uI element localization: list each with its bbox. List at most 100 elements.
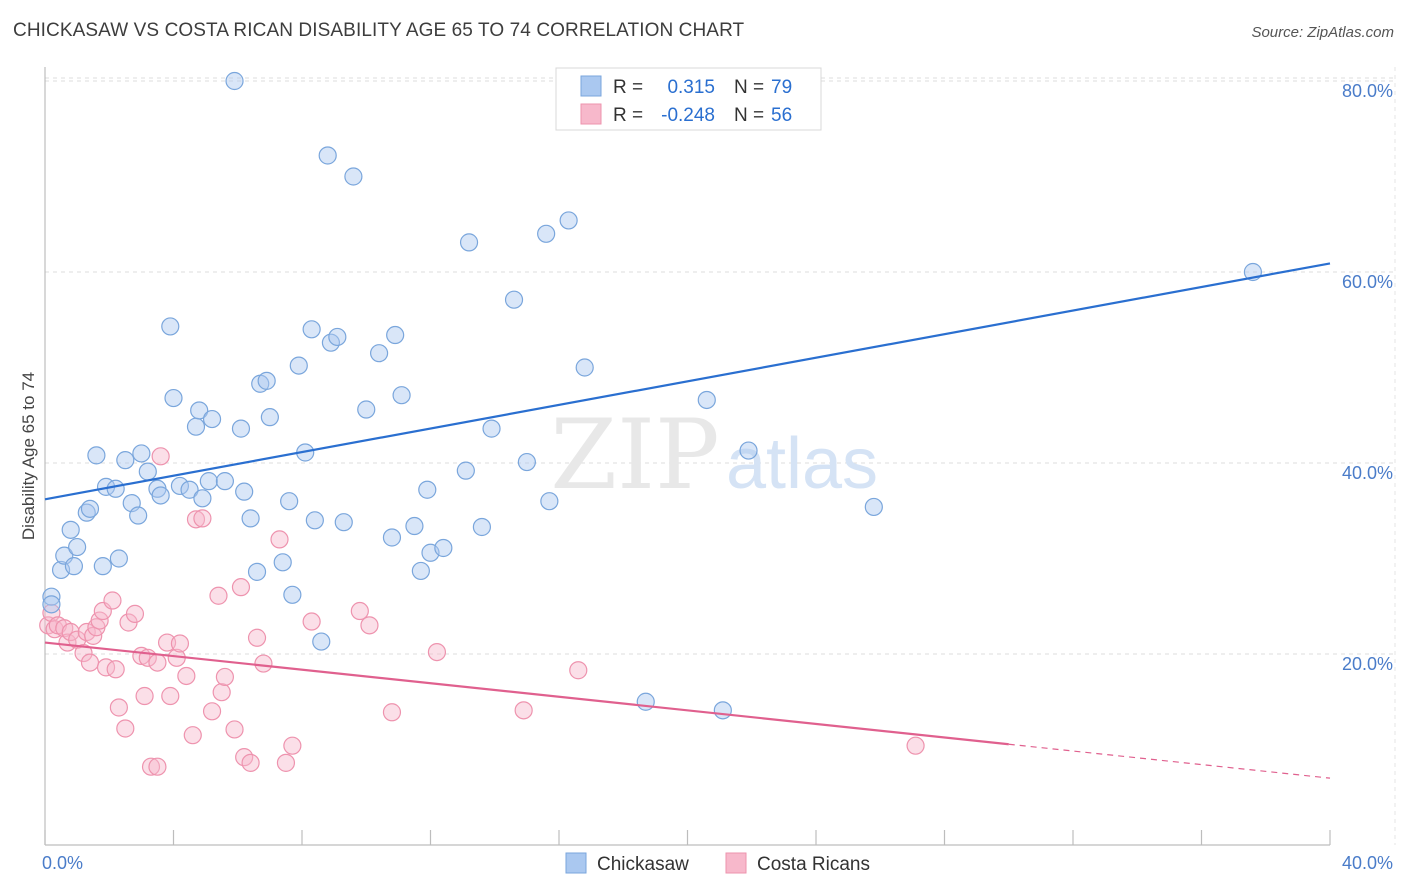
costa-ricans-point-13 (90, 611, 109, 630)
legend-r-label-1: R = (613, 77, 643, 98)
chickasaw-point-37 (257, 371, 276, 390)
chickasaw-point-56 (392, 386, 411, 405)
costa-ricans-trend-line (44, 641, 1009, 746)
y-tick-label-0: 20.0% (1342, 654, 1393, 674)
chickasaw-point-52 (357, 400, 376, 419)
chickasaw-point-46 (312, 632, 331, 651)
chickasaw-point-70 (559, 211, 578, 230)
y-tick-label-2: 60.0% (1342, 272, 1393, 292)
chickasaw-point-51 (344, 167, 363, 186)
chickasaw-point-22 (164, 388, 183, 408)
chickasaw-point-66 (504, 290, 524, 309)
y-tick-label-1: 40.0% (1342, 463, 1393, 483)
costa-ricans-trend-line-dashed (1008, 743, 1331, 779)
costa-ricans-point-48 (276, 753, 296, 772)
bottom-legend-swatch-chickasaw (565, 852, 587, 874)
chickasaw-point-57 (405, 516, 424, 536)
costa-ricans-point-29 (157, 633, 177, 652)
costa-ricans-point-37 (202, 702, 222, 721)
source-note: Source: ZipAtlas.com (1251, 24, 1394, 41)
legend-n-value-1: 79 (771, 77, 792, 98)
costa-ricans-point-36 (193, 509, 212, 528)
costa-ricans-point-42 (231, 578, 251, 597)
legend-r-label-2: R = (613, 105, 643, 126)
chickasaw-point-33 (235, 482, 254, 501)
legend-swatch-costa-ricans (580, 103, 602, 125)
costa-ricans-point-53 (382, 703, 402, 722)
correlation-legend: R = 0.315 N = 79 R = -0.248 N = 56 (555, 67, 822, 131)
chickasaw-point-68 (537, 224, 556, 243)
costa-ricans-point-19 (116, 719, 135, 738)
chickasaw-point-26 (190, 401, 209, 420)
legend-n-label-1: N = (734, 77, 764, 98)
chickasaw-point-75 (713, 701, 732, 720)
costa-ricans-point-30 (161, 686, 180, 706)
chickasaw-point-44 (302, 320, 321, 339)
legend-r-value-2: -0.248 (661, 105, 715, 126)
chickasaw-point-25 (186, 417, 206, 436)
x-tick-label-1: 40.0% (1342, 853, 1393, 873)
bottom-legend-label-costa-ricans: Costa Ricans (757, 854, 870, 875)
costa-ricans-point-28 (151, 447, 170, 466)
chickasaw-point-16 (129, 506, 148, 525)
series-legend: Chickasaw Costa Ricans (565, 852, 870, 875)
costa-ricans-point-46 (254, 654, 273, 673)
chickasaw-trend-line (44, 262, 1331, 501)
chickasaw-point-42 (289, 356, 308, 375)
chickasaw-point-23 (170, 476, 190, 496)
costa-ricans-point-33 (177, 666, 196, 686)
costa-ricans-point-25 (141, 757, 161, 776)
chickasaw-point-64 (472, 517, 491, 537)
chickasaw-point-69 (540, 492, 559, 511)
costa-ricans-point-41 (225, 720, 244, 739)
costa-ricans-point-45 (247, 628, 267, 647)
chickasaw-point-4 (61, 520, 80, 539)
costa-ricans-point-10 (80, 653, 100, 672)
chickasaw-point-38 (260, 408, 279, 427)
chickasaw-point-59 (418, 480, 437, 499)
chickasaw-point-76 (739, 441, 758, 460)
chickasaw-point-30 (215, 472, 234, 491)
costa-ricans-point-16 (103, 591, 122, 610)
costa-ricans-point-39 (212, 683, 231, 702)
chickasaw-point-39 (273, 553, 292, 572)
costa-ricans-points (39, 447, 925, 776)
costa-ricans-point-23 (135, 686, 154, 706)
chickasaw-point-65 (482, 419, 501, 438)
legend-n-value-2: 56 (771, 105, 792, 126)
chickasaw-point-17 (132, 444, 151, 463)
watermark: ZIP atlas (550, 399, 878, 511)
chickasaw-point-20 (151, 486, 170, 505)
costa-ricans-point-27 (148, 653, 167, 672)
chickasaw-point-77 (864, 497, 883, 517)
chickasaw-point-54 (382, 528, 402, 547)
watermark-zip: ZIP (550, 399, 719, 511)
costa-ricans-point-26 (148, 757, 167, 776)
chickasaw-point-47 (318, 146, 337, 165)
chickasaw-point-24 (180, 480, 199, 499)
bottom-legend-label-chickasaw: Chickasaw (597, 854, 689, 875)
chickasaw-point-10 (93, 557, 112, 576)
costa-ricans-point-50 (302, 612, 321, 631)
chickasaw-point-53 (370, 344, 389, 363)
gridlines (45, 67, 1396, 845)
y-tick-label-3: 80.0% (1342, 81, 1393, 101)
chickasaw-point-49 (328, 327, 347, 347)
costa-ricans-point-54 (427, 642, 447, 662)
y-axis-label: Disability Age 65 to 74 (19, 372, 38, 540)
chickasaw-point-55 (386, 325, 405, 345)
watermark-atlas: atlas (726, 424, 878, 504)
chickasaw-point-31 (225, 71, 244, 91)
costa-ricans-point-52 (360, 616, 379, 635)
chickasaw-points (42, 71, 1263, 720)
chickasaw-point-73 (636, 692, 655, 711)
y-tick-labels: 20.0% 40.0% 60.0% 80.0% (1342, 81, 1393, 674)
costa-ricans-point-21 (125, 604, 145, 623)
chickasaw-point-28 (199, 472, 218, 491)
costa-ricans-point-40 (215, 667, 234, 687)
chart-title: CHICKASAW VS COSTA RICAN DISABILITY AGE … (13, 20, 745, 41)
chickasaw-point-58 (411, 561, 430, 581)
chickasaw-point-12 (106, 479, 125, 498)
chickasaw-point-5 (64, 557, 84, 576)
